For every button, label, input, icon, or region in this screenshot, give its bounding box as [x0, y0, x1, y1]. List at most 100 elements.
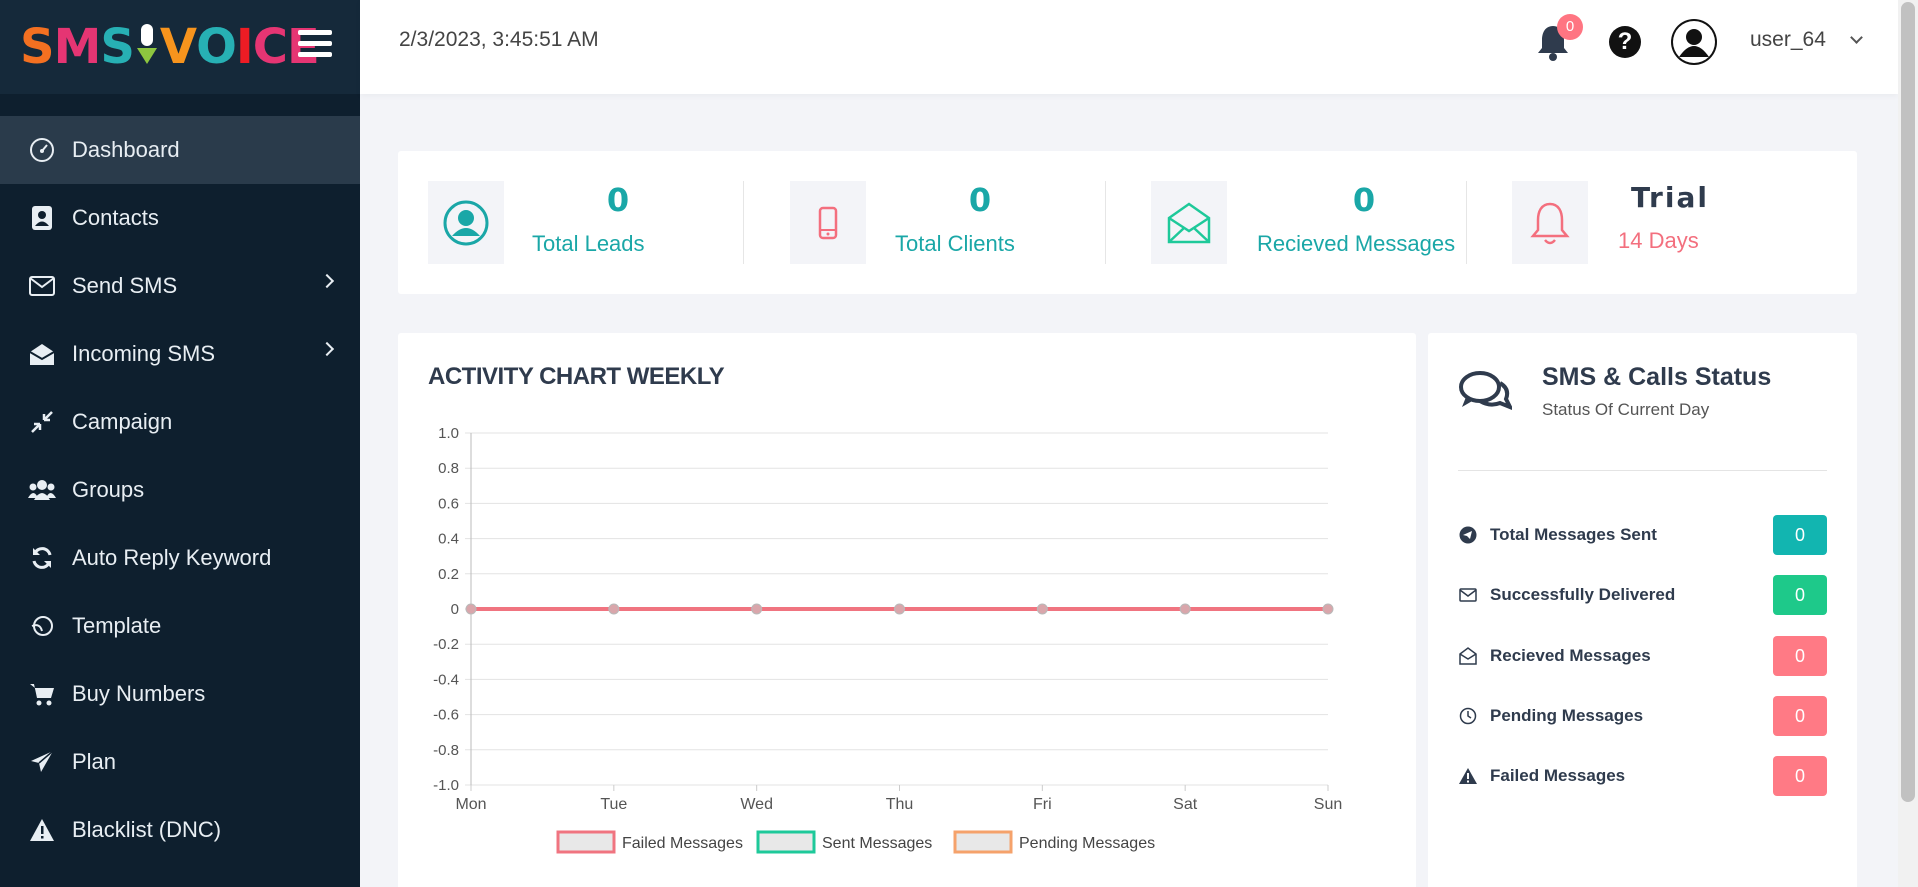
y-tick-label: -0.6 — [433, 707, 459, 724]
activity-chart-card: ACTIVITY CHART WEEKLY 1.0 0.8 0.6 0.4 0.2 0 -0… — [398, 333, 1416, 887]
y-tick-label: -1.0 — [433, 777, 459, 794]
status-title: SMS & Calls Status — [1542, 363, 1772, 391]
status-row-label: Pending Messages — [1490, 706, 1644, 725]
mobile-phone-icon — [790, 181, 866, 264]
sidebar-item-incoming-sms[interactable]: Incoming SMS — [0, 320, 360, 388]
status-row-label: Successfully Delivered — [1490, 585, 1676, 604]
status-row-total-sent: Total Messages Sent 0 — [1458, 515, 1827, 555]
legend-swatch — [756, 830, 816, 854]
data-point — [1179, 603, 1191, 615]
status-row-value: 0 — [1773, 515, 1827, 555]
envelope-icon — [28, 272, 56, 300]
sidebar-item-plan[interactable]: Plan — [0, 728, 360, 796]
bell-icon — [1512, 181, 1588, 264]
status-row-label: Total Messages Sent — [1490, 525, 1657, 544]
comments-icon — [1458, 369, 1515, 419]
data-point — [1322, 603, 1334, 615]
address-book-icon — [28, 204, 56, 232]
chevron-right-icon — [319, 273, 335, 289]
status-row-value: 0 — [1773, 756, 1827, 796]
y-tick-label: 0.2 — [438, 566, 459, 583]
y-tick-label: 1.0 — [438, 425, 459, 442]
y-tick-label: 0.6 — [438, 495, 459, 512]
telegram-icon — [1458, 525, 1478, 545]
status-subtitle: Status Of Current Day — [1542, 400, 1710, 419]
y-tick-label: -0.8 — [433, 742, 459, 759]
sidebar-item-label: Auto Reply Keyword — [72, 545, 272, 570]
sidebar-item-auto-reply-keyword[interactable]: Auto Reply Keyword — [0, 524, 360, 592]
data-point — [1036, 603, 1048, 615]
brand-bar: S M S V O I CE — [0, 0, 360, 94]
x-tick-label: Fri — [1033, 796, 1052, 813]
sidebar-item-buy-numbers[interactable]: Buy Numbers — [0, 660, 360, 728]
page-scrollbar[interactable] — [1898, 0, 1918, 887]
divider — [1105, 181, 1106, 264]
x-tick-label: Mon — [455, 796, 486, 813]
y-tick-label: 0.4 — [438, 531, 459, 548]
users-icon — [28, 476, 56, 504]
divider — [743, 181, 744, 264]
sidebar-item-campaign[interactable]: Campaign — [0, 388, 360, 456]
sidebar-item-label: Dashboard — [72, 137, 180, 162]
sidebar-item-groups[interactable]: Groups — [0, 456, 360, 524]
stats-panel: 0 Total Leads 0 Total Clients 0 Recieved… — [398, 151, 1857, 294]
gauge-icon — [28, 136, 56, 164]
divider — [1458, 470, 1827, 471]
legend-label: Sent Messages — [822, 835, 932, 852]
stat-value: 0 — [1352, 181, 1376, 219]
chevron-right-icon — [319, 341, 335, 357]
compress-arrows-icon — [28, 408, 56, 436]
x-tick-label: Tue — [600, 796, 627, 813]
envelope-open-icon — [28, 340, 56, 368]
chevron-down-icon[interactable] — [1850, 31, 1863, 44]
sidebar-item-blacklist[interactable]: Blacklist (DNC) — [0, 796, 360, 864]
stat-value: 0 — [606, 181, 630, 219]
notification-count-badge: 0 — [1557, 14, 1583, 40]
sidebar-menu: Dashboard Contacts Send SMS Incoming SMS — [0, 116, 360, 864]
legend-label: Failed Messages — [622, 835, 743, 852]
x-tick-label: Sun — [1314, 796, 1342, 813]
envelope-icon — [1458, 585, 1478, 605]
stat-value: 0 — [968, 181, 992, 219]
cart-icon — [28, 680, 56, 708]
sidebar-item-send-sms[interactable]: Send SMS — [0, 252, 360, 320]
activity-chart: 1.0 0.8 0.6 0.4 0.2 0 -0.2 -0.4 -0.6 -0.8 -1.0 Mon T… — [433, 425, 1342, 854]
sidebar-item-label: Campaign — [72, 409, 173, 434]
current-datetime: 2/3/2023, 3:45:51 AM — [399, 28, 599, 51]
y-tick-label: -0.2 — [433, 636, 459, 653]
top-bar: 2/3/2023, 3:45:51 AM 0 ? user_64 — [360, 0, 1898, 94]
logo[interactable]: S M S V O I CE — [20, 19, 320, 75]
status-row-pending: Pending Messages 0 — [1458, 696, 1827, 736]
data-point — [751, 603, 763, 615]
sidebar-item-dashboard[interactable]: Dashboard — [0, 116, 360, 184]
sidebar-item-label: Incoming SMS — [72, 341, 216, 366]
help-icon[interactable]: ? — [1609, 26, 1641, 58]
y-tick-label: 0.8 — [438, 460, 459, 477]
data-point — [608, 603, 620, 615]
status-row-label: Recieved Messages — [1490, 646, 1651, 665]
status-row-value: 0 — [1773, 696, 1827, 736]
x-tick-label: Wed — [740, 796, 773, 813]
legend-swatch — [953, 830, 1013, 854]
sync-icon — [28, 544, 56, 572]
sidebar-item-template[interactable]: Template — [0, 592, 360, 660]
stat-label: Recieved Messages — [1257, 231, 1456, 256]
x-tick-label: Thu — [886, 796, 914, 813]
legend-label: Pending Messages — [1019, 835, 1155, 852]
stat-value: Trial — [1631, 181, 1709, 214]
hamburger-menu-icon[interactable] — [298, 30, 332, 58]
scrollbar-thumb[interactable] — [1901, 2, 1915, 802]
divider — [1466, 181, 1467, 264]
sidebar-item-contacts[interactable]: Contacts — [0, 184, 360, 252]
status-row-label: Failed Messages — [1490, 766, 1626, 785]
chart-title: ACTIVITY CHART WEEKLY — [428, 363, 725, 390]
status-row-received: Recieved Messages 0 — [1458, 636, 1827, 676]
envelope-open-icon — [1458, 646, 1478, 666]
sidebar-item-label: Contacts — [72, 205, 159, 230]
avatar[interactable] — [1671, 19, 1717, 65]
warning-icon — [28, 816, 56, 844]
username[interactable]: user_64 — [1750, 28, 1826, 51]
paper-plane-icon — [28, 748, 56, 776]
x-tick-label: Sat — [1173, 796, 1198, 813]
sidebar-item-label: Groups — [72, 477, 145, 502]
